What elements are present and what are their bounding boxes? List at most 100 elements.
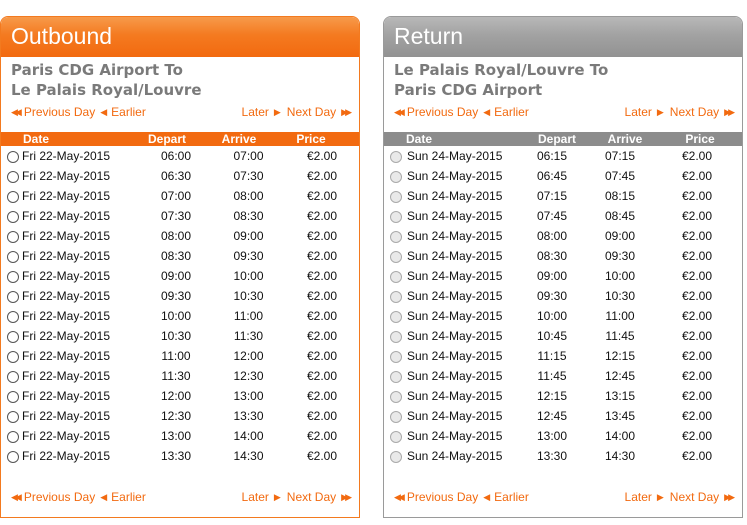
select-radio[interactable] (390, 451, 402, 463)
select-radio[interactable] (390, 291, 402, 303)
right-arrow-icon[interactable]: ▶ (273, 107, 281, 117)
select-radio[interactable] (7, 251, 19, 263)
select-radio[interactable] (7, 451, 19, 463)
double-left-arrow-icon[interactable]: ◀◀ (394, 107, 405, 117)
select-radio[interactable] (7, 371, 19, 383)
double-right-arrow-icon[interactable]: ▶▶ (341, 107, 352, 117)
select-radio[interactable] (7, 391, 19, 403)
table-row[interactable]: Fri 22-May-2015 11:30 12:30 €2.00 (1, 366, 359, 386)
left-arrow-icon[interactable]: ◀ (100, 107, 108, 117)
table-row[interactable]: Fri 22-May-2015 09:30 10:30 €2.00 (1, 286, 359, 306)
previous-day-link[interactable]: Previous Day (23, 490, 96, 504)
later-link[interactable]: Later (624, 490, 652, 504)
table-row[interactable]: Sun 24-May-2015 10:45 11:45 €2.00 (384, 326, 742, 346)
table-row[interactable]: Fri 22-May-2015 12:30 13:30 €2.00 (1, 406, 359, 426)
table-row[interactable]: Sun 24-May-2015 12:15 13:15 €2.00 (384, 386, 742, 406)
earlier-link[interactable]: Earlier (494, 105, 529, 119)
select-radio[interactable] (7, 191, 19, 203)
double-right-arrow-icon[interactable]: ▶▶ (341, 492, 352, 502)
table-row[interactable]: Fri 22-May-2015 08:30 09:30 €2.00 (1, 246, 359, 266)
table-row[interactable]: Sun 24-May-2015 13:30 14:30 €2.00 (384, 446, 742, 466)
select-radio[interactable] (390, 331, 402, 343)
select-radio[interactable] (7, 351, 19, 363)
select-radio[interactable] (390, 231, 402, 243)
select-radio[interactable] (390, 211, 402, 223)
select-radio[interactable] (7, 271, 19, 283)
select-radio[interactable] (390, 251, 402, 263)
select-radio[interactable] (390, 351, 402, 363)
select-radio[interactable] (390, 191, 402, 203)
select-radio[interactable] (7, 411, 19, 423)
table-row[interactable]: Sun 24-May-2015 13:00 14:00 €2.00 (384, 426, 742, 446)
earlier-link[interactable]: Earlier (111, 105, 146, 119)
previous-day-link[interactable]: Previous Day (23, 105, 96, 119)
double-left-arrow-icon[interactable]: ◀◀ (11, 492, 22, 502)
table-row[interactable]: Fri 22-May-2015 08:00 09:00 €2.00 (1, 226, 359, 246)
table-row[interactable]: Fri 22-May-2015 13:00 14:00 €2.00 (1, 426, 359, 446)
table-row[interactable]: Fri 22-May-2015 09:00 10:00 €2.00 (1, 266, 359, 286)
select-radio[interactable] (7, 331, 19, 343)
previous-day-link[interactable]: Previous Day (406, 490, 479, 504)
previous-day-link[interactable]: Previous Day (406, 105, 479, 119)
right-arrow-icon[interactable]: ▶ (273, 492, 281, 502)
select-radio[interactable] (390, 371, 402, 383)
left-arrow-icon[interactable]: ◀ (100, 492, 108, 502)
select-radio[interactable] (390, 411, 402, 423)
later-link[interactable]: Later (241, 490, 269, 504)
select-radio[interactable] (390, 431, 402, 443)
double-right-arrow-icon[interactable]: ▶▶ (724, 107, 735, 117)
table-row[interactable]: Fri 22-May-2015 10:30 11:30 €2.00 (1, 326, 359, 346)
later-link[interactable]: Later (624, 105, 652, 119)
table-row[interactable]: Sun 24-May-2015 09:00 10:00 €2.00 (384, 266, 742, 286)
select-radio[interactable] (7, 311, 19, 323)
earlier-link[interactable]: Earlier (111, 490, 146, 504)
select-radio[interactable] (7, 431, 19, 443)
double-left-arrow-icon[interactable]: ◀◀ (11, 107, 22, 117)
table-row[interactable]: Fri 22-May-2015 07:30 08:30 €2.00 (1, 206, 359, 226)
table-row[interactable]: Fri 22-May-2015 06:30 07:30 €2.00 (1, 166, 359, 186)
table-row[interactable]: Sun 24-May-2015 11:15 12:15 €2.00 (384, 346, 742, 366)
table-row[interactable]: Sun 24-May-2015 08:00 09:00 €2.00 (384, 226, 742, 246)
table-row[interactable]: Sun 24-May-2015 12:45 13:45 €2.00 (384, 406, 742, 426)
double-right-arrow-icon[interactable]: ▶▶ (724, 492, 735, 502)
select-radio[interactable] (7, 171, 19, 183)
table-row[interactable]: Sun 24-May-2015 08:30 09:30 €2.00 (384, 246, 742, 266)
table-row[interactable]: Sun 24-May-2015 06:45 07:45 €2.00 (384, 166, 742, 186)
select-radio[interactable] (390, 271, 402, 283)
next-day-link[interactable]: Next Day (669, 490, 720, 504)
column-depart: Depart (537, 132, 576, 146)
table-row[interactable]: Fri 22-May-2015 10:00 11:00 €2.00 (1, 306, 359, 326)
select-radio[interactable] (390, 171, 402, 183)
right-arrow-icon[interactable]: ▶ (656, 107, 664, 117)
double-left-arrow-icon[interactable]: ◀◀ (394, 492, 405, 502)
table-row[interactable]: Sun 24-May-2015 09:30 10:30 €2.00 (384, 286, 742, 306)
table-row[interactable]: Fri 22-May-2015 11:00 12:00 €2.00 (1, 346, 359, 366)
table-row[interactable]: Sun 24-May-2015 07:15 08:15 €2.00 (384, 186, 742, 206)
select-radio[interactable] (390, 391, 402, 403)
row-date: Sun 24-May-2015 (407, 269, 503, 283)
row-depart: 13:30 (536, 449, 568, 463)
select-radio[interactable] (7, 151, 19, 163)
table-row[interactable]: Fri 22-May-2015 07:00 08:00 €2.00 (1, 186, 359, 206)
table-row[interactable]: Sun 24-May-2015 10:00 11:00 €2.00 (384, 306, 742, 326)
table-row[interactable]: Sun 24-May-2015 11:45 12:45 €2.00 (384, 366, 742, 386)
select-radio[interactable] (7, 291, 19, 303)
row-arrive: 07:30 (233, 169, 264, 183)
next-day-link[interactable]: Next Day (286, 490, 337, 504)
left-arrow-icon[interactable]: ◀ (483, 492, 491, 502)
select-radio[interactable] (7, 211, 19, 223)
left-arrow-icon[interactable]: ◀ (483, 107, 491, 117)
select-radio[interactable] (390, 151, 402, 163)
select-radio[interactable] (7, 231, 19, 243)
table-row[interactable]: Fri 22-May-2015 12:00 13:00 €2.00 (1, 386, 359, 406)
earlier-link[interactable]: Earlier (494, 490, 529, 504)
right-arrow-icon[interactable]: ▶ (656, 492, 664, 502)
next-day-link[interactable]: Next Day (669, 105, 720, 119)
table-row[interactable]: Sun 24-May-2015 06:15 07:15 €2.00 (384, 146, 742, 166)
table-row[interactable]: Sun 24-May-2015 07:45 08:45 €2.00 (384, 206, 742, 226)
table-row[interactable]: Fri 22-May-2015 06:00 07:00 €2.00 (1, 146, 359, 166)
next-day-link[interactable]: Next Day (286, 105, 337, 119)
later-link[interactable]: Later (241, 105, 269, 119)
select-radio[interactable] (390, 311, 402, 323)
table-row[interactable]: Fri 22-May-2015 13:30 14:30 €2.00 (1, 446, 359, 466)
